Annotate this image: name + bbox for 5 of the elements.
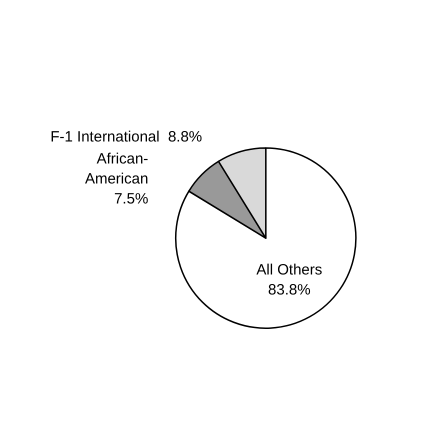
slice-label: F-1 International 8.8% [50, 128, 202, 146]
data-label: 7.5% [114, 190, 148, 208]
slice-label: African-American [84, 150, 148, 188]
slice-label: All Others [256, 261, 322, 278]
data-label: 83.8% [268, 281, 311, 298]
